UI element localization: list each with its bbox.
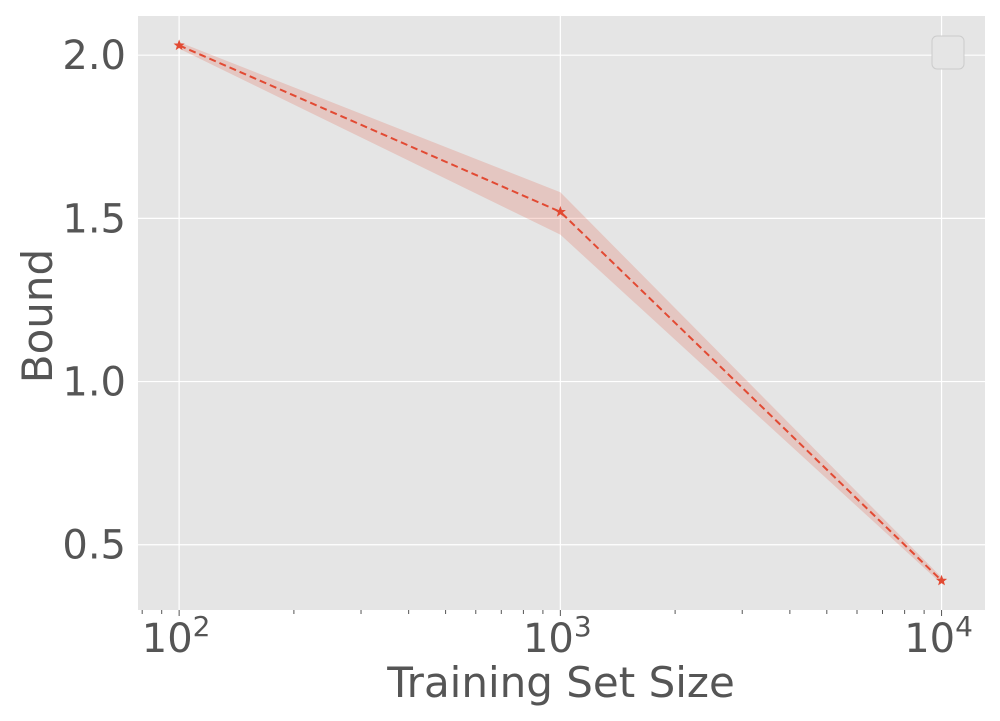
x-tick-label: 103 bbox=[523, 610, 592, 662]
series-line bbox=[178, 44, 943, 582]
data-point-marker bbox=[173, 39, 185, 51]
y-tick-label: 0.5 bbox=[62, 523, 126, 569]
plot-background bbox=[138, 16, 985, 610]
y-tick-label: 2.0 bbox=[62, 33, 126, 79]
y-axis-label: Bound bbox=[13, 249, 62, 383]
series-markers bbox=[173, 39, 948, 586]
x-minor-ticks bbox=[141, 610, 925, 614]
y-tick-label: 1.5 bbox=[62, 196, 126, 242]
y-tick-labels: 0.5 1.0 1.5 2.0 bbox=[62, 33, 126, 569]
grid-lines bbox=[138, 16, 985, 610]
x-tick-labels: 102 103 104 bbox=[142, 610, 973, 662]
x-axis-label: Training Set Size bbox=[386, 658, 735, 707]
y-tick-label: 1.0 bbox=[62, 360, 126, 406]
legend-box bbox=[931, 35, 965, 70]
series-lines bbox=[178, 44, 943, 582]
x-tick-label: 104 bbox=[904, 610, 973, 662]
data-point-marker bbox=[554, 205, 566, 217]
x-tick-label: 102 bbox=[142, 610, 211, 662]
data-point-marker bbox=[935, 574, 948, 586]
